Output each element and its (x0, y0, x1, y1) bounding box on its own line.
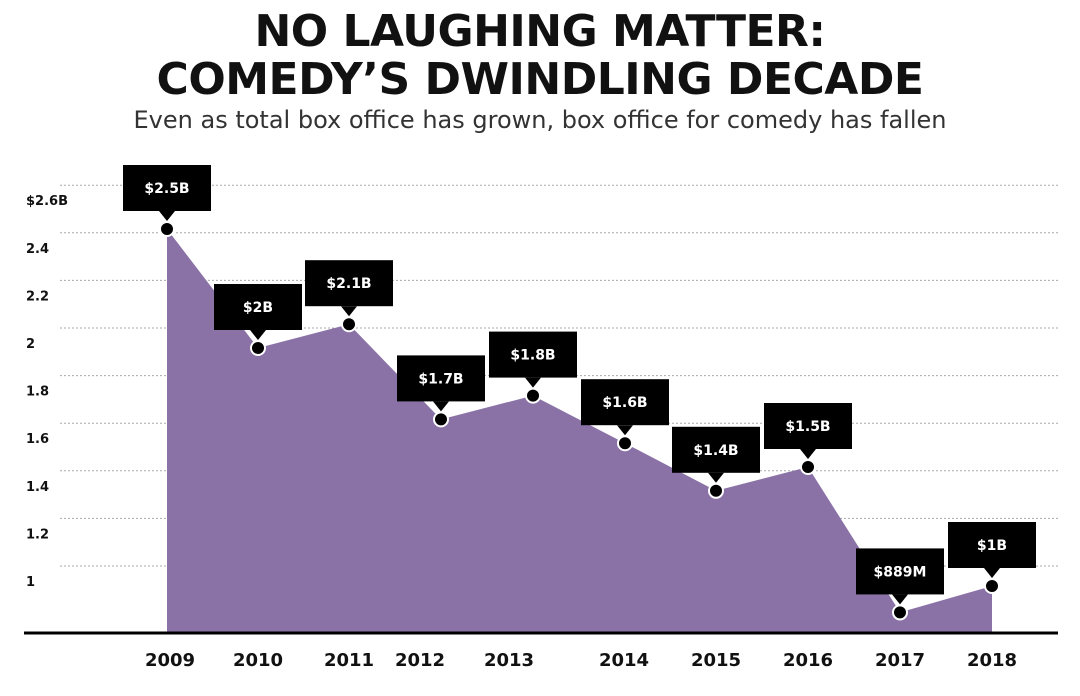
area-layer (167, 229, 992, 633)
data-point (159, 221, 175, 237)
data-point (250, 340, 266, 356)
x-tick-label: 2009 (145, 650, 195, 671)
chart-title-line-2: COMEDY’S DWINDLING DECADE (156, 54, 924, 105)
data-label: $2.5B (144, 181, 189, 197)
comedy-box-office-area (167, 229, 992, 633)
y-tick-label: 1.6 (26, 432, 49, 447)
data-label: $1.8B (510, 348, 555, 364)
data-label-pointer (892, 594, 908, 605)
data-label-box (397, 355, 485, 402)
data-point (708, 482, 724, 499)
chart-title-line-1: NO LAUGHING MATTER: (254, 6, 826, 57)
data-labels: $2.5B $2B $2.1B $1.7B $1.8B $1.6B $1.4B $1.5B $8… (123, 165, 1036, 605)
data-point (617, 435, 633, 452)
data-label-pointer (250, 330, 266, 340)
x-tick-label: 2015 (691, 650, 741, 671)
y-tick-label: 2 (26, 337, 35, 352)
data-label: $1B (977, 538, 1007, 554)
y-tick-label: 2.4 (26, 242, 49, 257)
data-label-pointer (617, 425, 633, 436)
data-point (800, 459, 816, 475)
data-point (984, 578, 1000, 594)
x-tick-label: 2018 (967, 650, 1017, 671)
x-tick-label: 2016 (783, 650, 833, 671)
data-label: $1.6B (602, 395, 647, 411)
y-tick-label: 1 (26, 575, 35, 590)
data-label: $1.4B (693, 443, 738, 459)
chart-subtitle: Even as total box office has grown, box … (133, 106, 947, 134)
data-label-box (581, 379, 669, 426)
x-tick-label: 2013 (484, 650, 534, 671)
x-tick-label: 2017 (875, 650, 925, 671)
data-points (159, 221, 1000, 621)
data-label-pointer (159, 211, 175, 221)
data-label-box (948, 522, 1036, 568)
data-label-pointer (984, 568, 1000, 578)
data-label-box (489, 331, 577, 378)
data-label-box (214, 284, 302, 330)
data-label-pointer (341, 306, 357, 317)
x-tick-label: 2011 (324, 650, 374, 671)
data-label-pointer (433, 401, 449, 412)
data-label-box (123, 165, 211, 211)
y-tick-label: 2.2 (26, 289, 49, 304)
y-tick-label: $2.6B (26, 194, 68, 209)
data-label-pointer (525, 377, 541, 388)
data-point (892, 604, 908, 621)
y-tick-label: 1.8 (26, 385, 49, 400)
data-label-box (856, 548, 944, 595)
data-label: $2B (243, 300, 273, 316)
data-label: $1.7B (418, 371, 463, 387)
y-tick-label: 1.2 (26, 527, 49, 542)
x-tick-label: 2014 (599, 650, 649, 671)
data-point (433, 411, 449, 428)
data-label-pointer (800, 449, 816, 459)
y-tick-label: 1.4 (26, 480, 49, 495)
data-label-box (764, 403, 852, 449)
data-label: $2.1B (326, 276, 371, 292)
data-label: $889M (874, 564, 927, 580)
data-label-box (305, 260, 393, 307)
data-label-pointer (708, 472, 724, 483)
x-tick-label: 2010 (233, 650, 283, 671)
axes: 1 1.2 1.4 1.6 1.8 2 2.2 2.4 $2.6B 2009 2010 2011 201… (24, 194, 1058, 671)
data-label-box (672, 426, 760, 473)
x-tick-label: 2012 (395, 650, 445, 671)
data-label: $1.5B (785, 419, 830, 435)
data-point (525, 387, 541, 404)
data-point (341, 316, 357, 333)
